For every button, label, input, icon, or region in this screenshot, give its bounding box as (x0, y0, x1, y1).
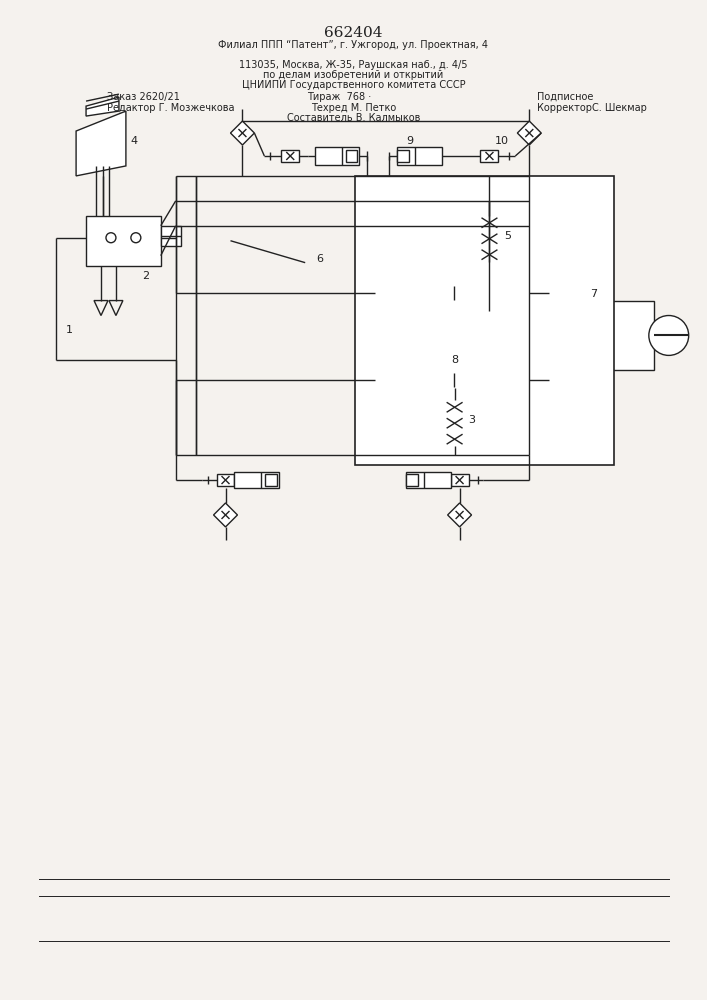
Bar (346, 150, 358, 162)
Circle shape (467, 328, 481, 342)
Bar (86, 216, 160, 266)
Bar (479, 248, 499, 262)
Bar (265, 474, 277, 486)
Text: 4: 4 (131, 136, 138, 146)
Text: 8: 8 (451, 355, 458, 365)
Text: 3: 3 (469, 415, 476, 425)
Polygon shape (86, 97, 119, 116)
Text: 1: 1 (66, 325, 73, 335)
Text: 113035, Москва, Ж-35, Раушская наб., д. 4/5: 113035, Москва, Ж-35, Раушская наб., д. … (239, 60, 468, 70)
Text: Редактор Г. Мозжечкова: Редактор Г. Мозжечкова (107, 103, 235, 113)
Bar (456, 289, 476, 297)
Circle shape (542, 285, 557, 301)
Polygon shape (518, 121, 542, 145)
Bar (445, 416, 464, 430)
Text: Тираж  768 ·: Тираж 768 · (308, 92, 372, 102)
Bar (383, 373, 542, 387)
Text: 2: 2 (142, 271, 149, 281)
Text: Подписное: Подписное (537, 92, 593, 102)
Bar (383, 286, 542, 300)
Bar (450, 474, 469, 486)
Bar (445, 400, 464, 414)
Polygon shape (76, 111, 126, 176)
Bar (479, 216, 499, 230)
Bar (445, 432, 464, 446)
Bar (406, 474, 418, 486)
Text: 5: 5 (504, 231, 511, 241)
Polygon shape (448, 503, 472, 527)
Text: ЦНИИПИ Государственного комитета СССР: ЦНИИПИ Государственного комитета СССР (242, 80, 465, 90)
Text: Заказ 2620/21: Заказ 2620/21 (107, 92, 180, 102)
Text: Техред М. Петко: Техред М. Петко (311, 103, 396, 113)
Text: по делам изобретений и открытий: по делам изобретений и открытий (264, 70, 443, 80)
Circle shape (367, 285, 383, 301)
Bar (456, 376, 476, 384)
Bar (481, 150, 498, 162)
Polygon shape (474, 266, 599, 405)
Text: 9: 9 (407, 136, 414, 146)
Bar (397, 150, 409, 162)
Polygon shape (230, 121, 255, 145)
Circle shape (649, 316, 689, 355)
Text: 10: 10 (494, 136, 508, 146)
Circle shape (106, 233, 116, 243)
Circle shape (367, 372, 383, 388)
Text: 7: 7 (590, 289, 597, 299)
Text: 6: 6 (317, 254, 324, 264)
Text: Составитель В. Калмыков: Составитель В. Калмыков (287, 113, 420, 123)
Bar (160, 226, 181, 246)
Circle shape (542, 372, 557, 388)
Bar (479, 232, 499, 246)
Bar (406, 472, 450, 488)
Bar (315, 147, 359, 165)
Bar (599, 301, 654, 370)
Text: 662404: 662404 (324, 26, 382, 40)
Circle shape (131, 233, 141, 243)
Bar (216, 474, 235, 486)
Bar (397, 147, 442, 165)
Polygon shape (360, 266, 474, 405)
Text: Филиал ППП “Патент”, г. Ужгород, ул. Проектная, 4: Филиал ППП “Патент”, г. Ужгород, ул. Про… (218, 40, 489, 50)
Text: КорректорС. Шекмар: КорректорС. Шекмар (537, 103, 646, 113)
Bar (235, 472, 279, 488)
Bar (355, 176, 614, 465)
Bar (281, 150, 299, 162)
Polygon shape (214, 503, 238, 527)
